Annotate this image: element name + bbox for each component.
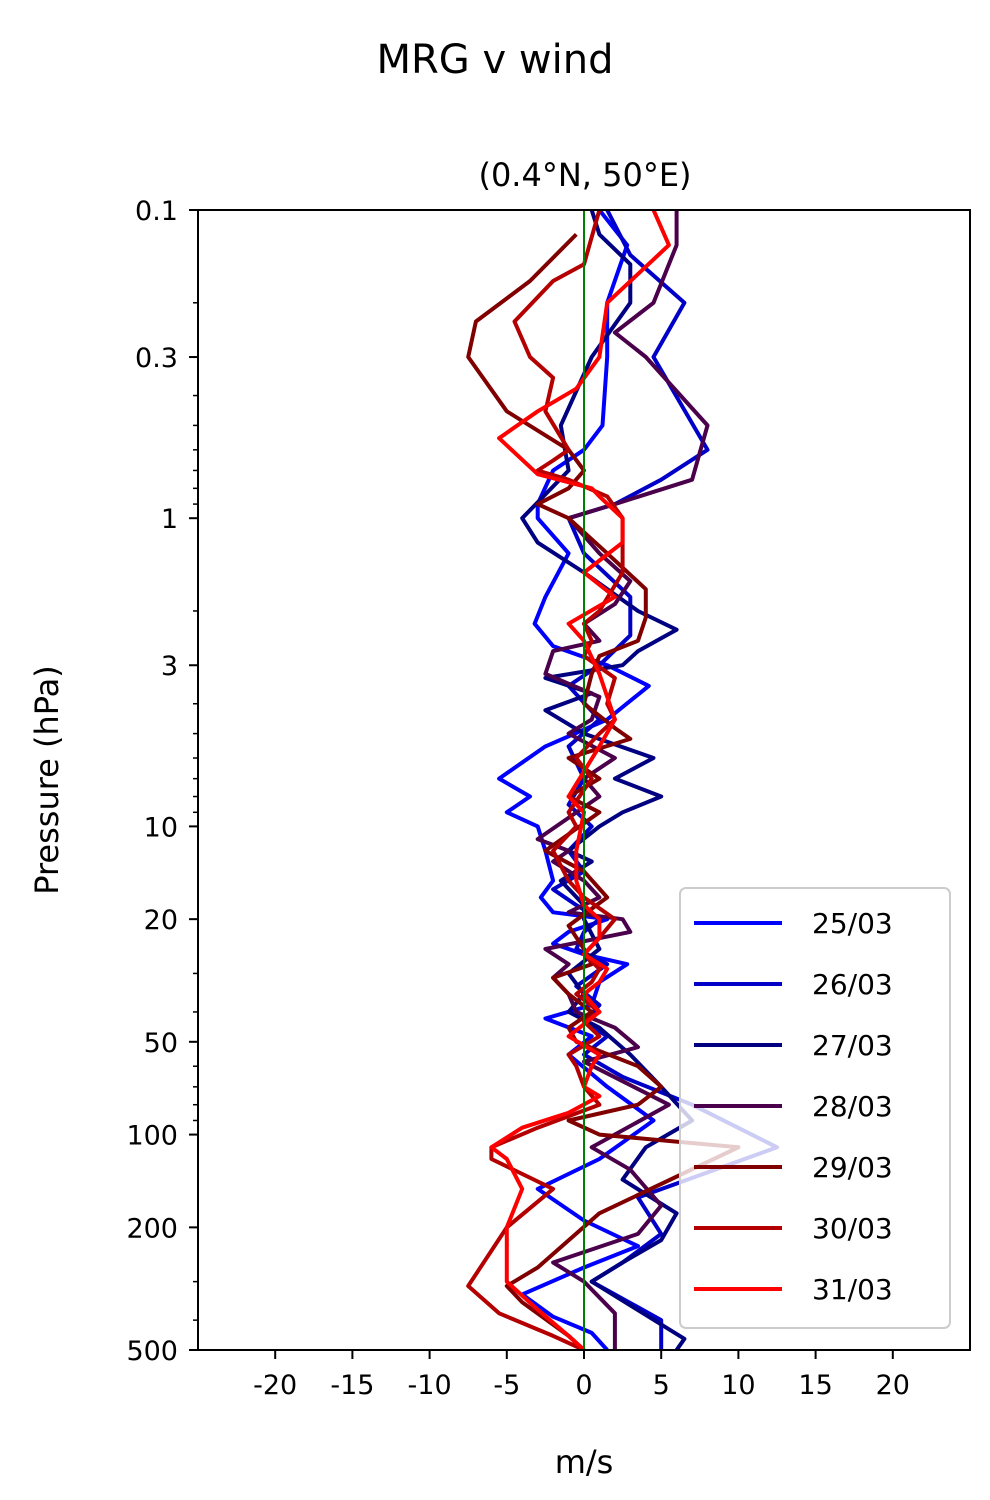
legend-label: 28/03 [812, 1090, 893, 1123]
legend-label: 30/03 [812, 1212, 893, 1245]
x-axis: -20 -15 -10 -5 0 5 10 15 20 [253, 1350, 910, 1401]
y-tick-label: 100 [126, 1121, 178, 1152]
chart-title: MRG v wind [377, 37, 614, 83]
legend-label: 31/03 [812, 1273, 893, 1306]
y-tick-label: 500 [126, 1336, 178, 1367]
y-tick-label: 20 [144, 905, 178, 936]
legend-label: 27/03 [812, 1029, 893, 1062]
y-tick-label: 1 [161, 504, 178, 535]
x-tick-label: -15 [330, 1370, 374, 1401]
x-tick-label: 20 [876, 1370, 910, 1401]
series-line-3 [520, 210, 695, 1350]
y-tick-label: 200 [126, 1213, 178, 1244]
y-axis-label: Pressure (hPa) [28, 665, 66, 895]
series-line-1 [497, 210, 656, 1350]
legend-label: 26/03 [812, 968, 893, 1001]
legend-label: 29/03 [812, 1151, 893, 1184]
x-tick-label: 10 [721, 1370, 755, 1401]
y-tick-label: 10 [144, 812, 178, 843]
x-tick-label: 0 [575, 1370, 592, 1401]
x-tick-label: 15 [798, 1370, 832, 1401]
series-line-6 [466, 210, 625, 1350]
y-tick-label: 50 [144, 1028, 178, 1059]
x-tick-label: -20 [253, 1370, 297, 1401]
y-axis: 0.1 0.3 1 3 10 20 50 100 200 500 [126, 196, 198, 1367]
series-line-7 [489, 210, 671, 1350]
y-tick-label: 0.3 [135, 343, 178, 374]
legend-label: 25/03 [812, 907, 893, 940]
x-tick-label: -10 [408, 1370, 452, 1401]
x-tick-label: -5 [493, 1370, 520, 1401]
legend-box [679, 887, 951, 1329]
x-tick-label: 5 [653, 1370, 670, 1401]
series-layer [466, 210, 779, 1350]
x-axis-label: m/s [555, 1443, 614, 1481]
legend: 25/03 26/03 27/03 28/03 29/03 30/03 31/03 [679, 887, 951, 1329]
chart-subtitle: (0.4°N, 50°E) [478, 156, 691, 194]
y-tick-label: 3 [161, 651, 178, 682]
y-tick-label: 0.1 [135, 196, 178, 227]
